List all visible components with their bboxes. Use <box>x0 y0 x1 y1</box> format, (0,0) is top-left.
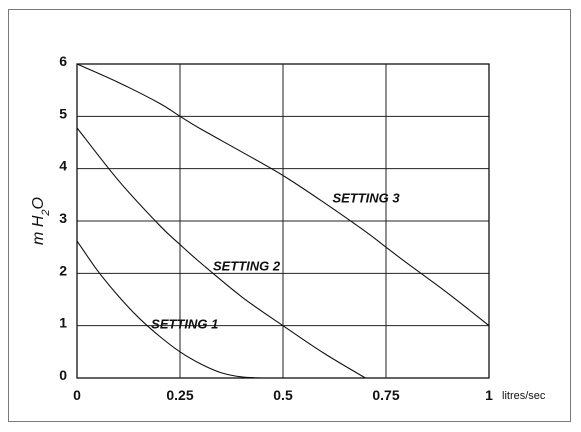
series-line-setting-1 <box>76 240 263 379</box>
series-label-setting-1: SETTING 1 <box>151 316 218 331</box>
series-labels: SETTING 1 SETTING 2 SETTING 3 <box>151 191 400 332</box>
x-tick-label: 0.25 <box>166 387 193 403</box>
plot-area-border <box>76 63 490 379</box>
series-label-setting-3: SETTING 3 <box>332 191 400 206</box>
series-line-setting-2 <box>76 127 366 379</box>
series-line-setting-3 <box>76 63 490 327</box>
curves <box>76 63 490 379</box>
x-tick-labels: 0 0.25 0.5 0.75 1 <box>73 387 493 403</box>
y-tick-labels: 0 1 2 3 4 5 6 <box>59 53 67 383</box>
plot-border <box>76 63 490 379</box>
y-tick-label: 0 <box>59 367 67 383</box>
y-tick-label: 4 <box>59 158 67 174</box>
pump-curve-chart: 0 0.25 0.5 0.75 1 0 1 2 3 4 5 6 litres/sec m H2O S… <box>30 53 546 403</box>
y-axis-label: m H2O <box>30 197 52 245</box>
series-label-setting-2: SETTING 2 <box>213 259 281 274</box>
y-tick-label: 3 <box>59 210 67 226</box>
x-tick-label: 0.5 <box>273 387 293 403</box>
y-tick-label: 1 <box>59 315 67 331</box>
x-tick-label: 0 <box>73 387 81 403</box>
y-tick-label: 5 <box>59 105 67 121</box>
x-tick-label: 1 <box>485 387 493 403</box>
x-axis-unit: litres/sec <box>502 390 546 402</box>
x-tick-label: 0.75 <box>372 387 399 403</box>
y-tick-label: 6 <box>59 53 67 69</box>
y-tick-label: 2 <box>59 262 67 278</box>
grid <box>76 63 490 379</box>
chart-frame: 0 0.25 0.5 0.75 1 0 1 2 3 4 5 6 litres/sec m H2O S… <box>8 9 571 422</box>
